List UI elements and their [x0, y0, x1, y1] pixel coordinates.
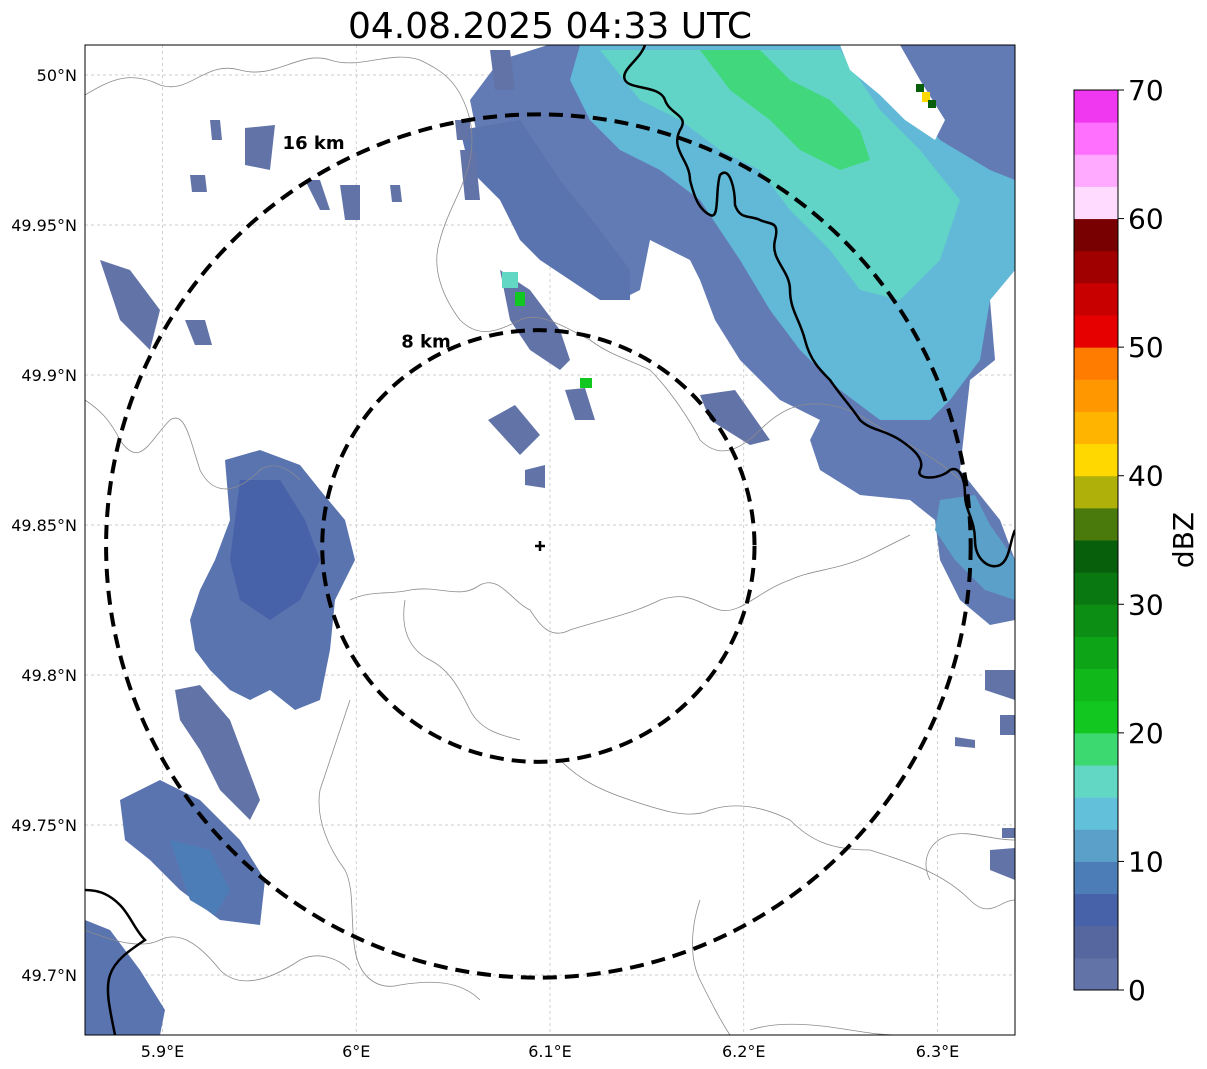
- colorbar-segment: [1074, 732, 1118, 766]
- precip-east-cells: [700, 390, 770, 445]
- y-tick-label: 49.85°N: [11, 516, 77, 535]
- colorbar-segment: [1074, 122, 1118, 155]
- colorbar-tick-label: 70: [1128, 74, 1164, 107]
- precip-ne-cyan: [600, 50, 960, 300]
- colorbar-tick-label: 20: [1128, 717, 1164, 750]
- x-tick-label: 6°E: [342, 1042, 370, 1061]
- precip-west-band-dark: [230, 480, 320, 620]
- range-ring: [320, 328, 757, 764]
- colorbar-tick-label: 10: [1128, 845, 1164, 878]
- colorbar-tick-label: 30: [1128, 588, 1164, 621]
- x-axis-ticks: 5.9°E 6°E 6.1°E 6.2°E 6.3°E: [141, 1042, 960, 1061]
- colorbar-segment: [1074, 154, 1118, 187]
- colorbar-segment: [1074, 765, 1118, 798]
- plot-frame: [84, 44, 1016, 1036]
- map-title: 04.08.2025 04:33 UTC: [348, 6, 752, 47]
- colorbar-segment: [1074, 668, 1118, 702]
- precip-nw-cells: [100, 50, 515, 350]
- y-tick-label: 49.95°N: [11, 216, 77, 235]
- colorbar-segment: [1074, 315, 1118, 348]
- precip-mid-cells: [488, 388, 595, 488]
- x-tick-label: 6.1°E: [528, 1042, 572, 1061]
- precip-hotspot-yellow: [922, 92, 930, 102]
- colorbar-segment: [1074, 829, 1118, 862]
- colorbar-tick-label: 40: [1128, 460, 1164, 493]
- x-tick-label: 6.2°E: [722, 1042, 766, 1061]
- colorbar-segment: [1074, 379, 1118, 412]
- colorbar-tick-label: 0: [1128, 974, 1146, 1007]
- colorbar-segment: [1074, 218, 1118, 252]
- colorbar-segment: [1074, 347, 1118, 380]
- radar-site-marker: [535, 541, 545, 551]
- precipitation-field: [85, 45, 1015, 1035]
- colorbar-segment: [1074, 797, 1118, 830]
- colorbar-segment: [1074, 282, 1118, 316]
- precip-teal-cell: [502, 272, 518, 288]
- colorbar-segment: [1074, 475, 1118, 509]
- range-ring-label: 8 km: [401, 331, 451, 352]
- colorbar-tick-label: 60: [1128, 203, 1164, 236]
- y-tick-label: 49.8°N: [21, 666, 77, 685]
- colorbar-segment: [1074, 186, 1118, 220]
- y-tick-label: 49.9°N: [21, 366, 77, 385]
- colorbar-segment: [1074, 411, 1118, 445]
- precip-hotspot-dark: [928, 100, 936, 108]
- precip-green-cell-2: [580, 378, 592, 388]
- precip-gap: [840, 45, 945, 140]
- colorbar: 0 10 20 30 40 50 60 70: [1073, 74, 1164, 1007]
- precip-west-tail: [175, 685, 260, 820]
- precip-hotspot-green: [916, 84, 924, 92]
- colorbar-segment: [1074, 925, 1118, 959]
- range-ring-label: 16 km: [283, 133, 345, 154]
- precip-sw-corner: [85, 920, 165, 1035]
- colorbar-segment: [1074, 604, 1118, 637]
- x-tick-label: 5.9°E: [141, 1042, 185, 1061]
- country-borders: [85, 45, 1015, 1035]
- colorbar-segment: [1074, 250, 1118, 284]
- precip-ne-green: [700, 50, 870, 170]
- colorbar-segment: [1074, 957, 1118, 991]
- colorbar-segment: [1074, 893, 1118, 927]
- colorbar-label: dBZ: [1167, 512, 1200, 568]
- colorbar-segment: [1074, 861, 1118, 895]
- precip-north-cluster: [460, 120, 630, 300]
- y-tick-label: 50°N: [37, 66, 77, 85]
- colorbar-segment: [1074, 540, 1118, 573]
- x-tick-label: 6.3°E: [916, 1042, 960, 1061]
- colorbar-segment: [1074, 572, 1118, 605]
- colorbar-segment: [1074, 443, 1118, 477]
- precip-sw-light: [170, 840, 230, 915]
- y-axis-ticks: 50°N 49.95°N 49.9°N 49.85°N 49.8°N 49.75°N 49.…: [11, 66, 77, 985]
- precip-green-cell: [515, 292, 525, 306]
- precip-se-cells: [955, 670, 1015, 880]
- colorbar-segment: [1074, 700, 1118, 734]
- range-ring: [104, 112, 973, 980]
- range-rings: 8 km 16 km: [104, 112, 973, 980]
- y-tick-label: 49.75°N: [11, 816, 77, 835]
- y-tick-label: 49.7°N: [21, 966, 77, 985]
- plot-area: 8 km 16 km: [85, 45, 1015, 1035]
- colorbar-frame: [1073, 89, 1119, 991]
- colorbar-segment: [1074, 636, 1118, 670]
- colorbar-segment: [1074, 90, 1118, 123]
- colorbar-tick-label: 50: [1128, 331, 1164, 364]
- colorbar-segment: [1074, 507, 1118, 541]
